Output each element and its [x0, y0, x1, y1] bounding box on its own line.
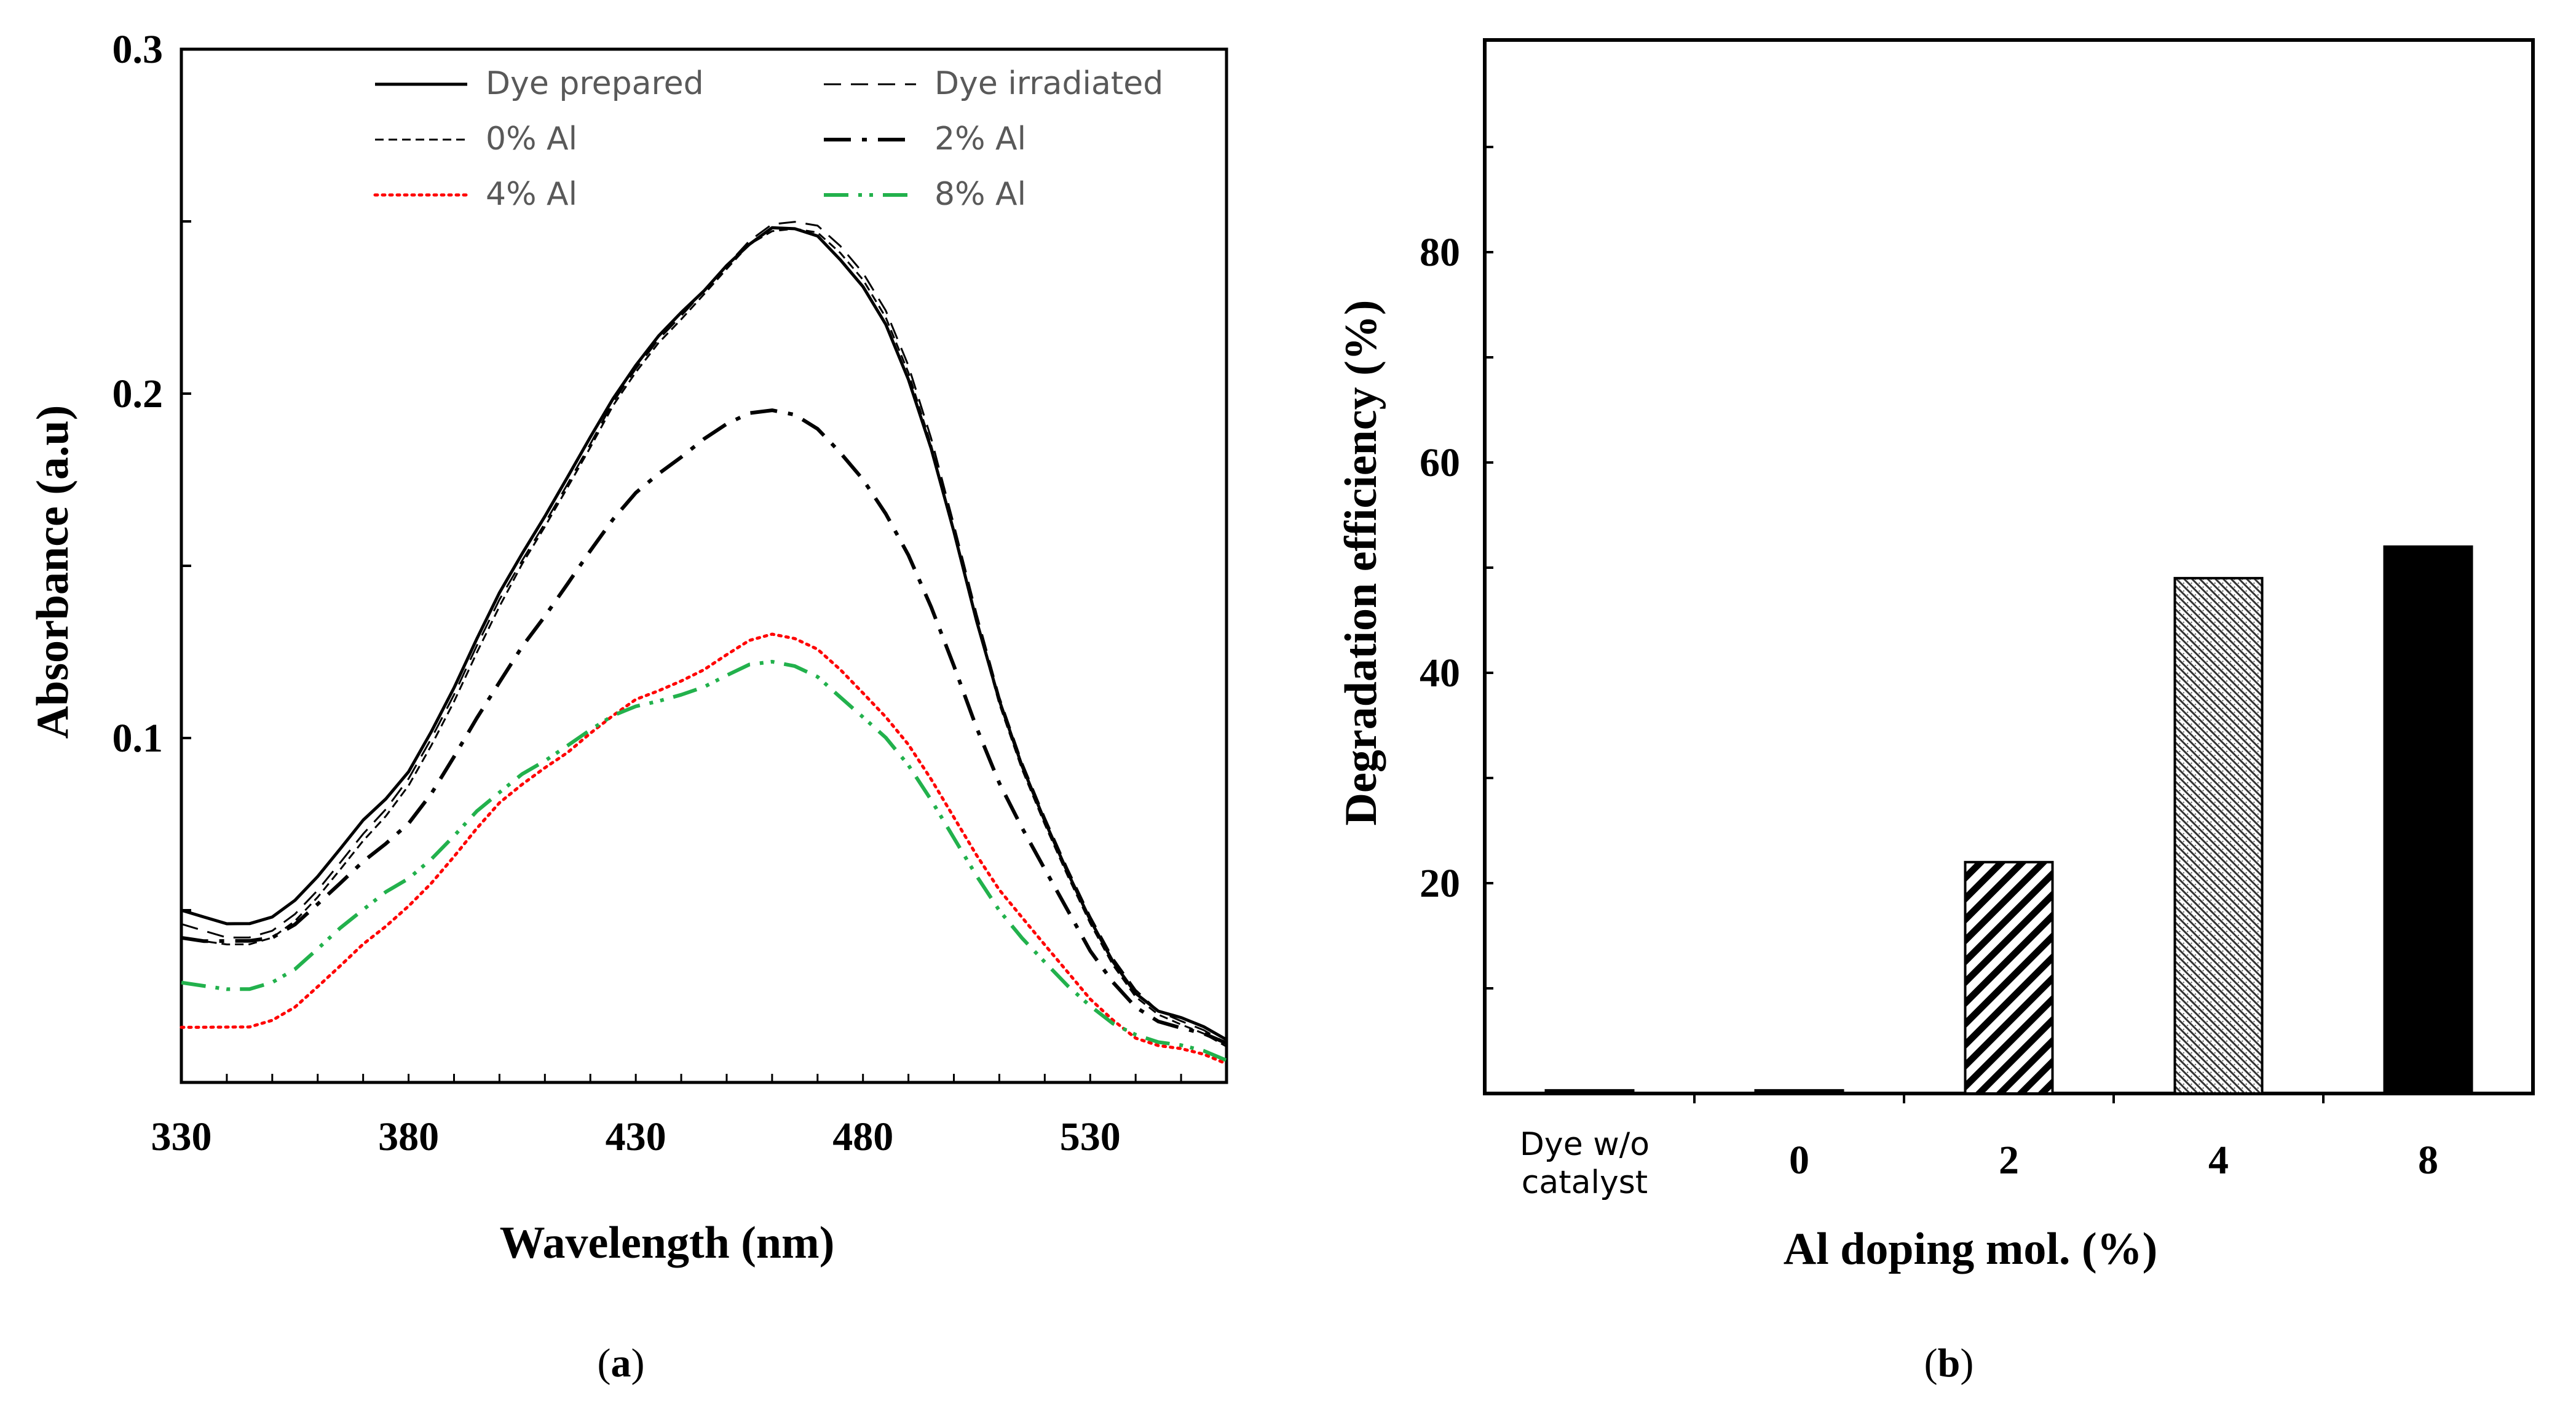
x-tick-label-b: 8: [2418, 1138, 2438, 1183]
y-tick-label-b: 40: [1420, 651, 1460, 696]
plot-b-ticks: [1485, 146, 2325, 1103]
x-tick-label-a: 480: [832, 1114, 893, 1159]
x-tick-label-b: 0: [1789, 1138, 1809, 1183]
bar-0: [1754, 1089, 1844, 1095]
x-tick-label-a: 430: [606, 1114, 666, 1159]
legend-label-8-al: 8% Al: [934, 176, 1026, 213]
plot-a-ticks: [181, 48, 1228, 1082]
series-line-dye-prepared: [181, 226, 1228, 1041]
bar-2: [1964, 860, 2054, 1095]
legend-a: Dye prepared Dye irradiated 0% Al 2% Al 4% A…: [373, 65, 1163, 213]
legend-label-4-al: 4% Al: [486, 176, 577, 213]
bar-8: [2383, 545, 2473, 1095]
x-tick-label-b: catalyst: [1522, 1164, 1648, 1201]
x-tick-label-b: 2: [1999, 1138, 2019, 1183]
x-tick-label-b: 4: [2208, 1138, 2229, 1183]
x-tick-label-a: 330: [151, 1114, 212, 1159]
x-tick-label-a: 380: [378, 1114, 439, 1159]
x-axis-title-a: Wavelength (nm): [500, 1218, 835, 1268]
series-line-dye-irradiated: [181, 221, 1227, 1044]
panel-label-a: (a): [598, 1341, 645, 1386]
y-axis-title-a: Absorbance (a.u): [28, 405, 78, 739]
legend-label-dye-prepared: Dye prepared: [486, 65, 704, 102]
y-axis-title-b: Degradation efficiency (%): [1336, 300, 1386, 826]
plot-a-tick-labels: 0.1 0.2 0.3 330 380 430 480 530: [113, 27, 1121, 1159]
bar-dye-w-o-catalyst: [1544, 1089, 1635, 1095]
y-tick-label-b: 20: [1420, 861, 1460, 906]
legend-label-2-al: 2% Al: [934, 121, 1026, 157]
y-tick-label-a: 0.2: [113, 371, 164, 416]
series-line-2-al: [181, 408, 1228, 1045]
y-tick-label-b: 80: [1420, 230, 1460, 275]
x-axis-title-b: Al doping mol. (%): [1784, 1224, 2158, 1274]
x-tick-label-a: 530: [1060, 1114, 1121, 1159]
legend-label-0-al: 0% Al: [486, 121, 577, 157]
bar-4: [2173, 577, 2264, 1095]
x-tick-label-b: Dye w/o: [1520, 1126, 1650, 1163]
series-line-0-al: [181, 228, 1227, 1048]
y-tick-label-a: 0.1: [113, 716, 164, 761]
series-line-8-al: [181, 659, 1228, 1062]
legend-label-dye-irradiated: Dye irradiated: [934, 65, 1163, 102]
plot-a-series: [180, 221, 1228, 1066]
y-tick-label-a: 0.3: [113, 27, 164, 72]
y-tick-label-b: 60: [1420, 440, 1460, 485]
panel-label-b: (b): [1924, 1341, 1974, 1386]
plot-b-bars: [1544, 545, 2473, 1095]
series-line-4-al: [180, 632, 1228, 1066]
